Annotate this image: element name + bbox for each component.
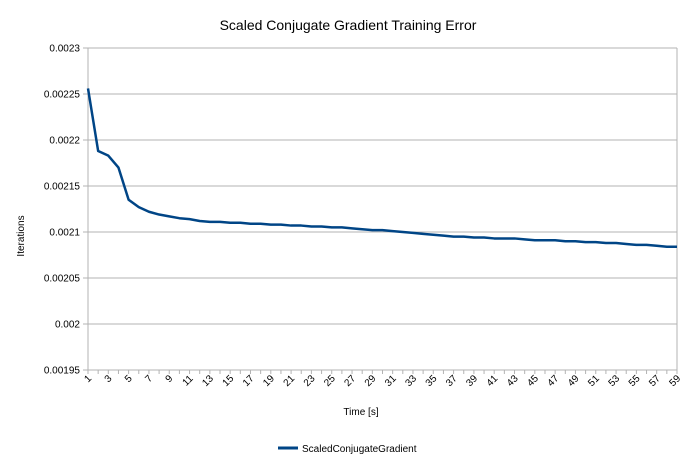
y-tick-label: 0.0022 [49, 136, 80, 147]
x-tick-label: 51 [586, 373, 602, 389]
y-tick-labels: 0.0023 0.00225 0.0022 0.00215 0.0021 0.00205 0… [44, 44, 81, 377]
legend: ScaledConjugateGradient [278, 444, 417, 454]
y-tick-label: 0.00195 [44, 366, 81, 377]
x-tick-label: 3 [103, 373, 115, 385]
x-tick-label: 29 [363, 373, 379, 389]
x-tick-label: 7 [143, 373, 155, 385]
x-tick-label: 33 [403, 373, 419, 389]
series-lines [86, 88, 677, 248]
x-tick-label: 1 [82, 373, 94, 385]
y-tick-label: 0.0021 [49, 228, 80, 239]
x-tick-label: 11 [181, 373, 196, 388]
chart-title: Scaled Conjugate Gradient Training Error [220, 17, 477, 33]
x-tick-label: 25 [322, 373, 338, 389]
x-tick-label: 37 [444, 373, 460, 389]
x-tick-label: 19 [261, 373, 277, 389]
x-tick-labels: 1 3 5 7 9 11 13 15 17 19 21 23 25 27 29 31 33 35 37 39 41 43 4… [82, 373, 683, 389]
x-tick-label: 9 [164, 373, 176, 385]
x-tick-label: 13 [200, 373, 216, 389]
y-tick-label: 0.0023 [49, 44, 80, 55]
axes [87, 48, 678, 374]
y-tick-label: 0.00215 [44, 182, 81, 193]
x-tick-label: 15 [221, 373, 237, 389]
x-tick-label: 41 [485, 373, 501, 389]
x-tick-label: 47 [546, 373, 562, 389]
x-tick-label: 35 [424, 373, 440, 389]
series-line [86, 88, 677, 248]
gridlines [83, 47, 677, 371]
x-tick-label: 31 [383, 373, 399, 389]
x-tick-label: 45 [525, 373, 541, 389]
x-tick-label: 23 [302, 373, 318, 389]
x-tick-label: 21 [282, 373, 298, 389]
x-tick-label: 49 [566, 373, 582, 389]
legend-label: ScaledConjugateGradient [302, 444, 417, 454]
y-tick-label: 0.002 [55, 320, 80, 331]
y-tick-label: 0.00225 [44, 90, 81, 101]
x-axis-title: Time [s] [343, 407, 378, 418]
y-tick-label: 0.00205 [44, 274, 81, 285]
x-tick-label: 53 [607, 373, 623, 389]
x-tick-label: 55 [627, 373, 643, 389]
x-tick-label: 39 [464, 373, 480, 389]
x-tick-label: 27 [343, 373, 359, 389]
x-tick-label: 59 [667, 373, 683, 389]
x-tick-label: 5 [123, 373, 135, 385]
y-axis-title: Iterations [16, 215, 27, 256]
x-tick-label: 43 [505, 373, 521, 389]
x-tick-label: 57 [647, 373, 663, 389]
x-tick-label: 17 [241, 373, 257, 389]
